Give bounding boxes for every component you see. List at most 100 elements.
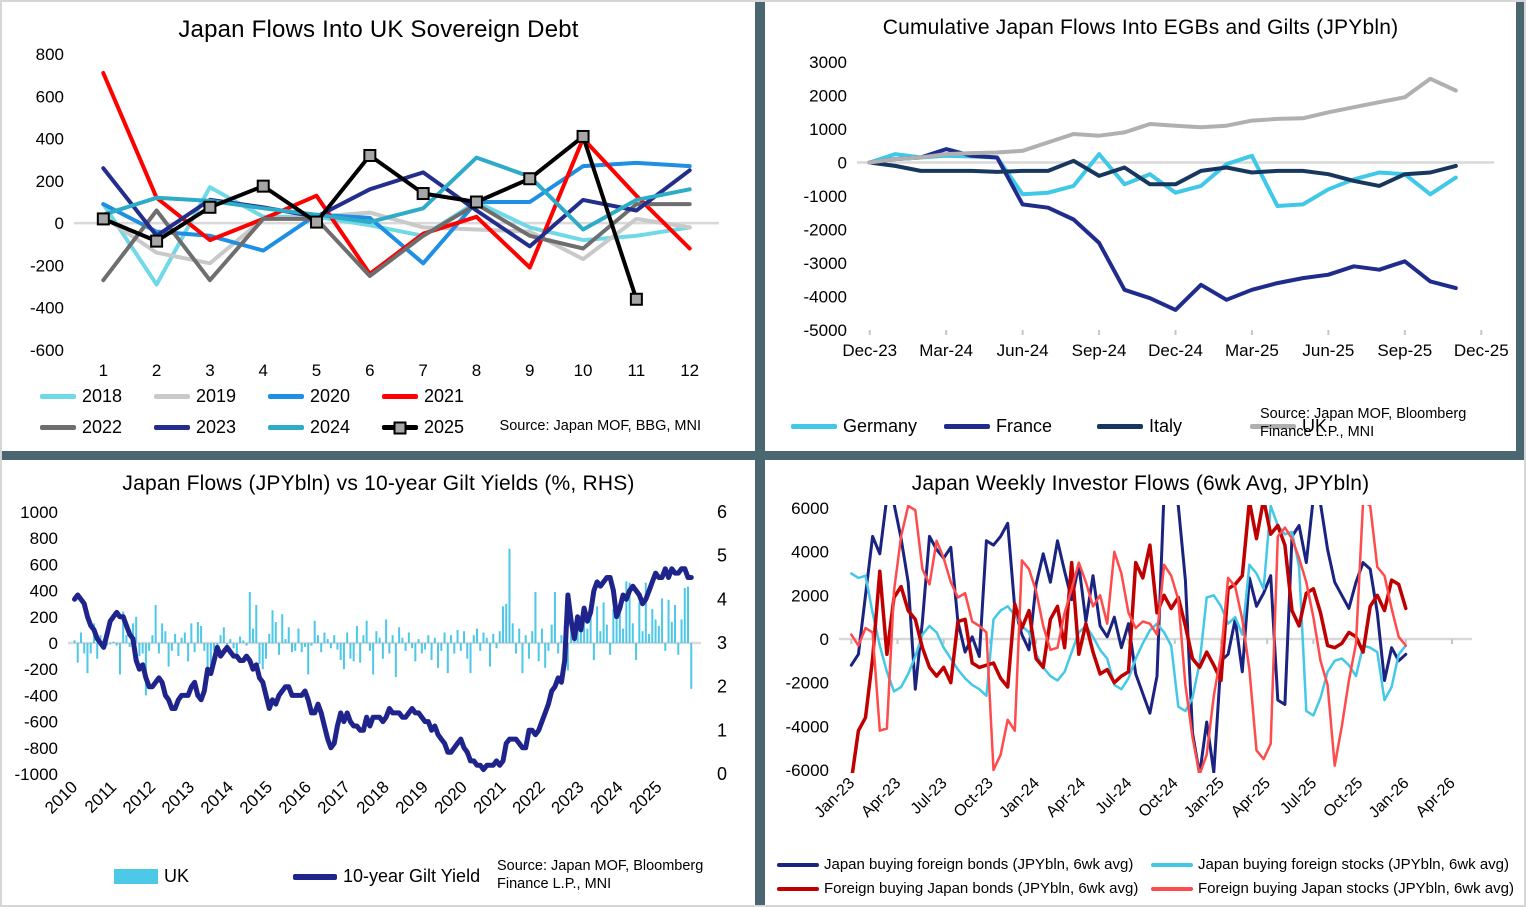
svg-text:11: 11 xyxy=(628,361,646,380)
legend-item-uk: UK xyxy=(1250,416,1403,437)
svg-text:800: 800 xyxy=(36,48,64,64)
legend-label-foreign-buying-japan-stocks-jpybln-6wk-avg: Foreign buying Japan stocks (JPYbln, 6wk… xyxy=(1198,880,1514,897)
legend-swatch-japan-buying-foreign-stocks-jpybln-6wk-avg xyxy=(1151,862,1193,867)
svg-text:-200: -200 xyxy=(24,660,58,679)
svg-text:Jun-25: Jun-25 xyxy=(1302,341,1354,360)
svg-text:2000: 2000 xyxy=(791,586,829,605)
legend-label-france: France xyxy=(996,416,1053,436)
legend-item-uk: UK xyxy=(114,866,189,887)
legend-yearly-series: 2018 2019 2020 2021 2022 2023 2024 2025 xyxy=(40,386,496,438)
svg-text:800: 800 xyxy=(30,529,58,548)
svg-text:-4000: -4000 xyxy=(804,288,847,307)
svg-text:-3000: -3000 xyxy=(804,254,847,273)
legend-swatch-2020 xyxy=(268,394,304,399)
legend-investor-flow-series: Japan buying foreign bonds (JPYbln, 6wk … xyxy=(777,856,1514,897)
svg-text:0: 0 xyxy=(49,634,58,653)
chart-title: Cumulative Japan Flows Into EGBs and Gil… xyxy=(882,16,1399,39)
svg-text:-4000: -4000 xyxy=(786,717,829,736)
svg-text:600: 600 xyxy=(30,555,58,574)
line-chart-cumulative-flows-egbs-gilts: 3000200010000-1000-2000-3000-4000-5000De… xyxy=(804,53,1509,360)
svg-text:0: 0 xyxy=(820,630,829,649)
legend-item-2019: 2019 xyxy=(154,386,268,407)
svg-text:600: 600 xyxy=(36,87,64,106)
svg-text:7: 7 xyxy=(418,361,427,380)
legend-item-2025: 2025 xyxy=(382,417,496,438)
svg-text:3: 3 xyxy=(205,361,214,380)
svg-text:1: 1 xyxy=(717,720,727,740)
svg-text:-400: -400 xyxy=(24,686,58,705)
legend-swatch-foreign-buying-japan-bonds-jpybln-6wk-avg xyxy=(777,886,819,891)
svg-text:2011: 2011 xyxy=(81,777,120,816)
legend-item-italy: Italy xyxy=(1097,416,1250,437)
svg-text:2017: 2017 xyxy=(314,777,354,817)
svg-text:2012: 2012 xyxy=(119,777,159,817)
legend-swatch-2022 xyxy=(40,425,76,430)
svg-text:-1000: -1000 xyxy=(804,187,847,206)
chart-title: Japan Flows Into UK Sovereign Debt xyxy=(178,16,579,43)
legend-swatch-2023 xyxy=(154,425,190,430)
svg-text:6000: 6000 xyxy=(791,502,829,518)
svg-text:2016: 2016 xyxy=(275,777,315,817)
legend-label-uk: UK xyxy=(1302,416,1328,436)
svg-text:-5000: -5000 xyxy=(804,321,847,340)
legend-swatch-2018 xyxy=(40,394,76,399)
svg-text:Jan-23: Jan-23 xyxy=(812,775,859,822)
svg-text:6: 6 xyxy=(365,361,374,380)
svg-text:1000: 1000 xyxy=(809,120,847,139)
svg-text:Apr-23: Apr-23 xyxy=(858,775,904,821)
svg-text:10: 10 xyxy=(574,361,593,380)
svg-text:2014: 2014 xyxy=(197,777,237,817)
legend-swatch-foreign-buying-japan-stocks-jpybln-6wk-avg xyxy=(1151,886,1193,891)
legend-label-2019: 2019 xyxy=(196,386,237,406)
svg-text:Sep-24: Sep-24 xyxy=(1072,341,1127,360)
svg-text:Oct-25: Oct-25 xyxy=(1320,775,1366,821)
legend-uk-gilt-yield: UK 10-year Gilt Yield xyxy=(114,866,480,887)
legend-item-2023: 2023 xyxy=(154,417,268,438)
legend-swatch-germany xyxy=(791,424,837,429)
source-note: Source: Japan MOF, BBG, MNI xyxy=(499,418,701,434)
combo-chart-uk-flows-gilt-yield: 1000 800 600 400 200 0 -200 -400 -600 -800 -1000 6 5… xyxy=(15,502,728,818)
panel-japan-flows-vs-gilt-yields: Japan Flows (JPYbln) vs 10-year Gilt Yie… xyxy=(2,460,755,905)
legend-item-japan-buying-foreign-bonds-jpybln-6wk-avg: Japan buying foreign bonds (JPYbln, 6wk … xyxy=(777,856,1151,873)
legend-item-foreign-buying-japan-stocks-jpybln-6wk-avg: Foreign buying Japan stocks (JPYbln, 6wk… xyxy=(1151,880,1514,897)
svg-text:5: 5 xyxy=(312,361,321,380)
legend-label-2020: 2020 xyxy=(310,386,351,406)
legend-square-marker xyxy=(393,421,407,434)
legend-item-10-year-gilt-yield: 10-year Gilt Yield xyxy=(293,866,480,887)
svg-text:2013: 2013 xyxy=(158,777,198,817)
svg-text:2025: 2025 xyxy=(625,777,665,817)
svg-text:-2000: -2000 xyxy=(786,674,829,693)
legend-label-germany: Germany xyxy=(843,416,918,436)
legend-swatch-10-year-gilt-yield xyxy=(293,873,338,880)
svg-text:Apr-26: Apr-26 xyxy=(1413,775,1459,821)
legend-label-2023: 2023 xyxy=(196,417,237,437)
legend-label-uk: UK xyxy=(164,866,190,886)
svg-text:Oct-23: Oct-23 xyxy=(951,775,997,821)
svg-text:2021: 2021 xyxy=(470,777,510,817)
legend-item-2021: 2021 xyxy=(382,386,496,407)
svg-text:-600: -600 xyxy=(30,341,64,360)
svg-text:Oct-24: Oct-24 xyxy=(1136,775,1182,821)
legend-item-france: France xyxy=(944,416,1097,437)
legend-swatch-france xyxy=(944,424,990,429)
svg-text:2022: 2022 xyxy=(509,777,549,817)
legend-label-2018: 2018 xyxy=(82,386,123,406)
svg-text:-400: -400 xyxy=(30,299,64,318)
svg-text:0: 0 xyxy=(838,154,847,173)
legend-swatch-2025 xyxy=(382,421,418,434)
legend-swatch-italy xyxy=(1097,424,1143,429)
svg-text:Jul-23: Jul-23 xyxy=(908,775,951,818)
legend-label-2025: 2025 xyxy=(424,417,465,437)
svg-text:2: 2 xyxy=(717,677,727,697)
legend-swatch-uk xyxy=(1250,424,1296,429)
svg-text:Mar-25: Mar-25 xyxy=(1225,341,1279,360)
panel-cumulative-flows-egbs-gilts: Cumulative Japan Flows Into EGBs and Gil… xyxy=(765,2,1516,451)
source-note: Source: Japan MOF, Bloomberg Finance L.P… xyxy=(497,857,704,892)
svg-text:4000: 4000 xyxy=(791,543,829,562)
svg-text:-800: -800 xyxy=(24,739,58,758)
legend-item-2018: 2018 xyxy=(40,386,154,407)
svg-text:Jan-25: Jan-25 xyxy=(1181,775,1228,822)
svg-text:-600: -600 xyxy=(24,713,58,732)
legend-label-2024: 2024 xyxy=(310,417,351,437)
